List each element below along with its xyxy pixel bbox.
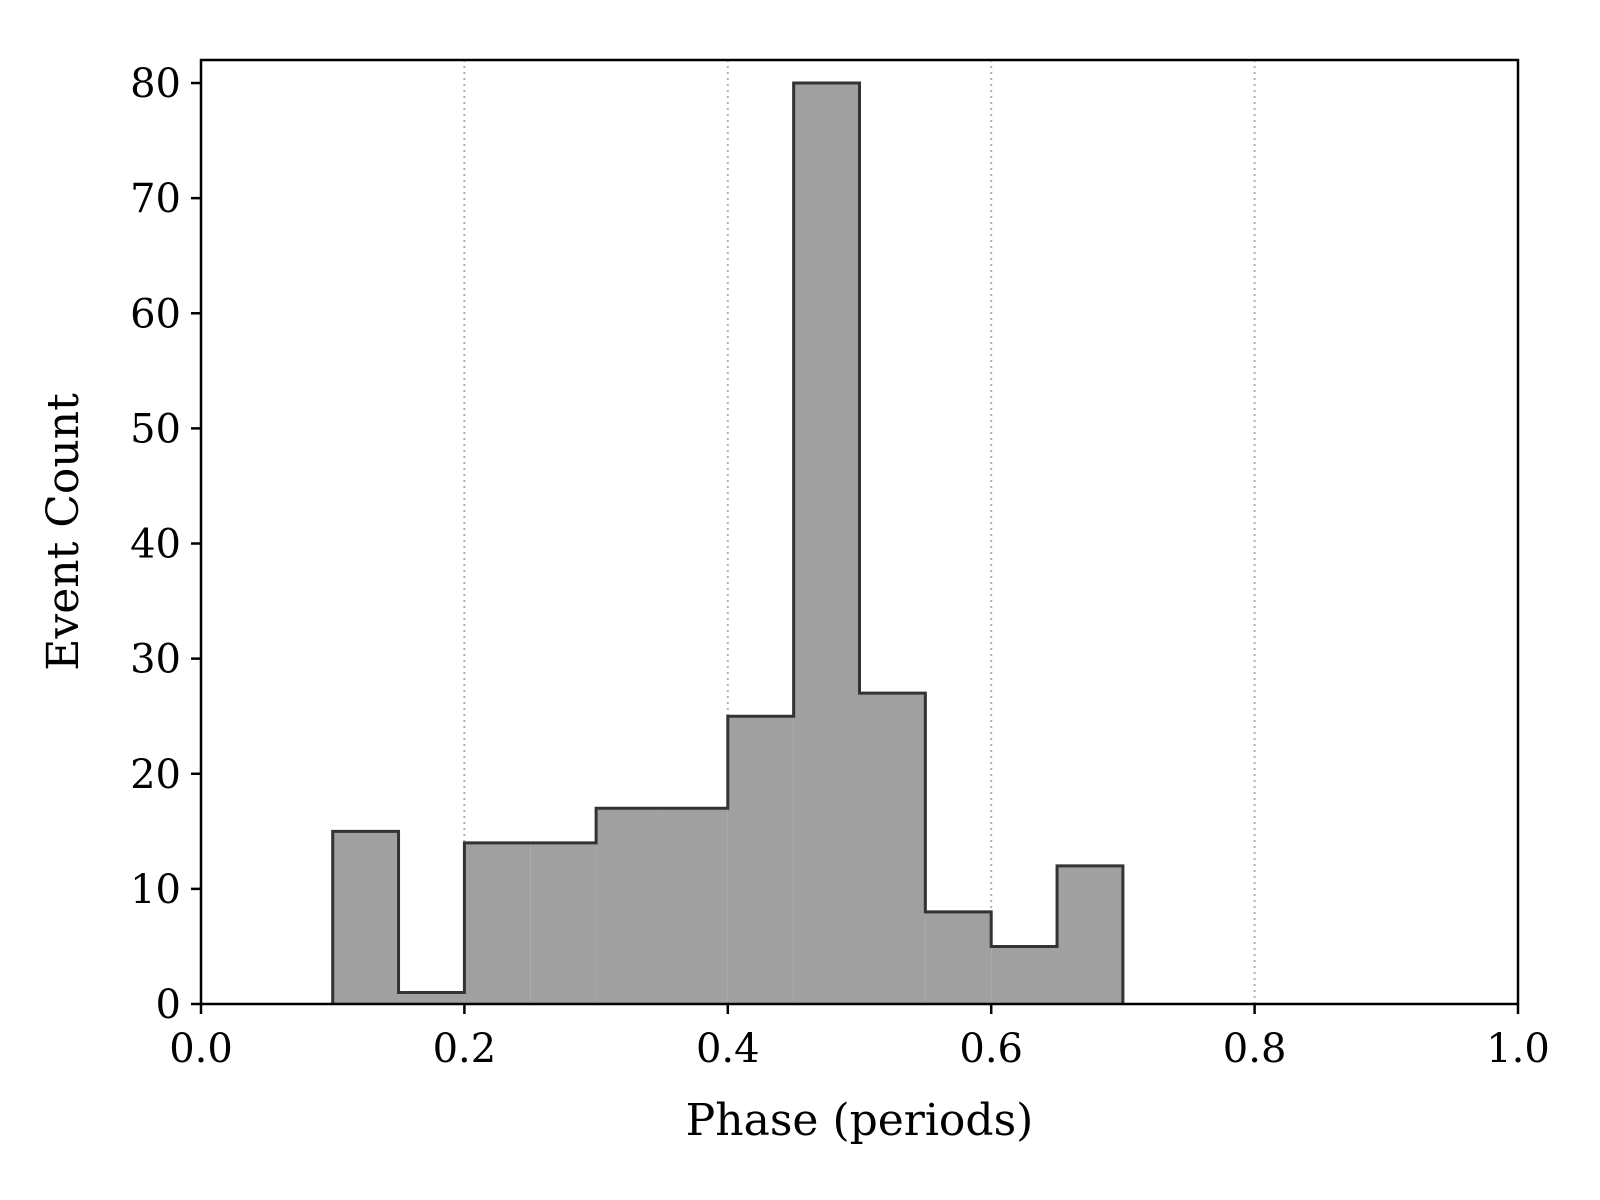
histogram-bar-3 — [530, 842, 597, 1004]
x-tick-label-5: 1.0 — [1486, 1026, 1550, 1072]
y-tick-label-1: 10 — [130, 867, 181, 913]
histogram-bar-11 — [1057, 865, 1123, 1004]
histogram-bar-9 — [925, 911, 992, 1004]
histogram-bar-0 — [332, 831, 399, 1004]
histogram-outline — [331, 81, 1125, 1004]
histogram-bar-4 — [596, 808, 662, 1004]
histogram-bar-6 — [727, 716, 794, 1004]
y-tick-label-8: 80 — [130, 61, 181, 107]
y-tick-label-5: 50 — [130, 406, 181, 452]
x-axis-ticks: 0.0 0.2 0.4 0.6 0.8 1.0 — [169, 1004, 1550, 1072]
x-tick-label-1: 0.2 — [433, 1026, 497, 1072]
histogram-bars — [331, 81, 1125, 1004]
axes-box — [199, 58, 1520, 1006]
histogram-bar-10 — [991, 946, 1058, 1004]
x-tick-label-4: 0.8 — [1223, 1026, 1287, 1072]
x-axis-label: Phase (periods) — [686, 1095, 1034, 1146]
y-tick-label-0: 0 — [156, 982, 181, 1028]
x-tick-label-0: 0.0 — [169, 1026, 233, 1072]
y-tick-label-2: 20 — [130, 752, 181, 798]
histogram-bar-2 — [464, 842, 531, 1004]
histogram-bar-1 — [398, 992, 465, 1004]
y-tick-label-6: 60 — [130, 291, 181, 337]
plot-frame — [199, 58, 1520, 1006]
y-axis-ticks: 0 10 20 30 40 50 60 70 80 — [130, 61, 201, 1028]
x-tick-label-3: 0.6 — [959, 1026, 1023, 1072]
y-axis-label: Event Count — [38, 393, 89, 671]
x-tick-label-2: 0.4 — [696, 1026, 760, 1072]
histogram-bar-7 — [793, 83, 860, 1004]
y-tick-label-7: 70 — [130, 176, 181, 222]
histogram-bar-8 — [859, 693, 926, 1004]
histogram-bar-5 — [661, 808, 728, 1004]
y-tick-label-3: 30 — [130, 637, 181, 683]
y-tick-label-4: 40 — [130, 522, 181, 568]
